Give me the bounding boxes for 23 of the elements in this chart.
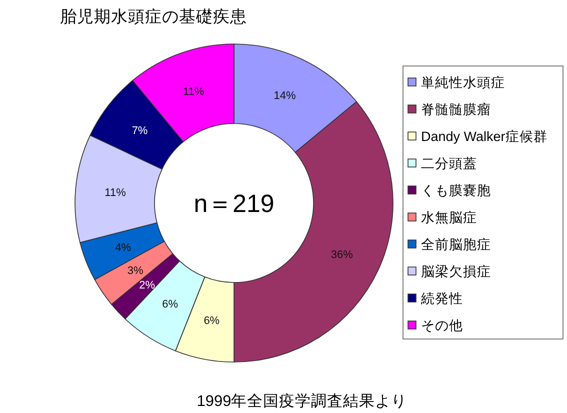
- legend-label: 全前脳胞症: [421, 237, 491, 252]
- data-label: 36%: [330, 248, 354, 261]
- legend-label: 単純性水頭症: [421, 75, 505, 90]
- data-label: 7%: [132, 124, 148, 137]
- chart-title: 胎児期水頭症の基礎疾患: [60, 7, 247, 26]
- data-label: 11%: [104, 186, 126, 199]
- legend-label: その他: [421, 318, 463, 333]
- data-label: 3%: [127, 265, 144, 278]
- legend-label: くも膜嚢胞: [421, 183, 491, 198]
- legend-label: 水無脳症: [421, 210, 477, 225]
- data-label: 6%: [204, 315, 220, 328]
- data-label: 2%: [139, 280, 156, 292]
- data-label: 11%: [183, 86, 204, 98]
- text: 1999年全国疫学調査結果より: [196, 392, 408, 410]
- data-label: 4%: [115, 242, 132, 254]
- text: n＝219: [194, 190, 274, 218]
- legend-label: 脊髄髄膜瘤: [421, 102, 491, 117]
- legend-label: 脳梁欠損症: [421, 264, 491, 279]
- legend-label: 二分頭蓋: [421, 156, 477, 171]
- legend-label: Dandy Walker症候群: [421, 129, 548, 144]
- legend-label: 続発性: [420, 291, 463, 306]
- data-label: 6%: [162, 298, 178, 311]
- data-label: 14%: [274, 90, 296, 102]
